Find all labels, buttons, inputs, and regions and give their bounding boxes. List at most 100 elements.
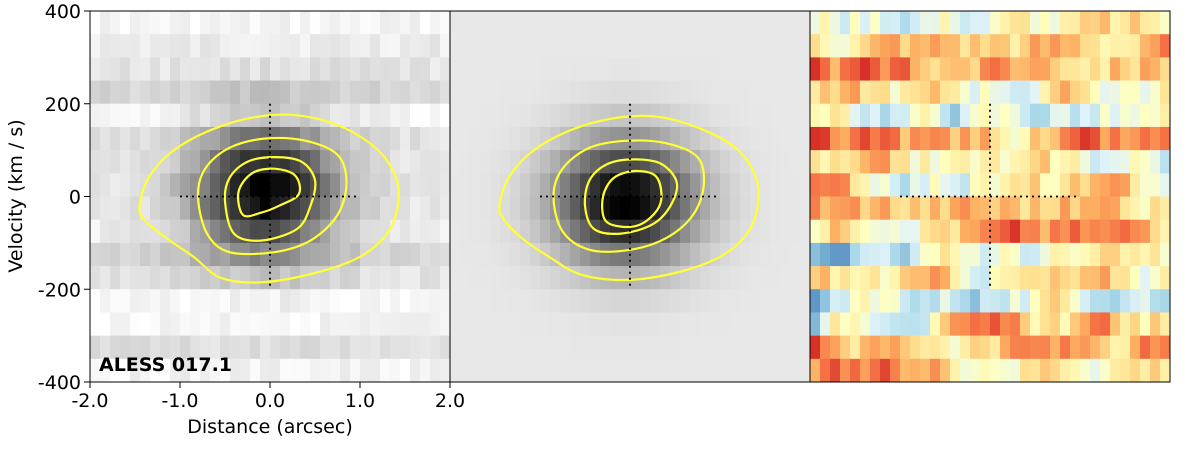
heatmap-cell bbox=[950, 57, 961, 82]
heatmap-cell bbox=[220, 34, 231, 58]
data-panel: ALESS 017.1 bbox=[90, 11, 450, 382]
heatmap-cell bbox=[1080, 80, 1091, 105]
heatmap-cell bbox=[410, 150, 421, 174]
heatmap-cell bbox=[980, 242, 991, 267]
heatmap-cell bbox=[200, 57, 211, 82]
heatmap-cell bbox=[1060, 242, 1071, 267]
heatmap-cell bbox=[190, 335, 201, 360]
heatmap-cell bbox=[430, 150, 441, 174]
heatmap-cell bbox=[360, 80, 371, 105]
heatmap-cell bbox=[750, 34, 761, 58]
heatmap-cell bbox=[420, 126, 431, 151]
heatmap-cell bbox=[140, 34, 151, 58]
heatmap-cell bbox=[210, 196, 221, 221]
heatmap-cell bbox=[680, 80, 691, 105]
heatmap-cell bbox=[910, 358, 921, 382]
heatmap-cell bbox=[570, 335, 581, 360]
heatmap-cell bbox=[570, 266, 581, 290]
heatmap-cell bbox=[640, 80, 651, 105]
heatmap-cell bbox=[190, 150, 201, 174]
heatmap-cell bbox=[1120, 335, 1131, 360]
heatmap-cell bbox=[110, 126, 121, 151]
heatmap-cell bbox=[790, 57, 801, 82]
heatmap-cell bbox=[230, 289, 241, 314]
heatmap-cell bbox=[890, 173, 901, 198]
heatmap-cell bbox=[500, 80, 511, 105]
heatmap-cell bbox=[650, 242, 661, 267]
heatmap-cell bbox=[280, 219, 291, 244]
heatmap-cell bbox=[960, 80, 971, 105]
heatmap-cell bbox=[530, 335, 541, 360]
heatmap-cell bbox=[330, 312, 341, 337]
heatmap-cell bbox=[130, 11, 141, 35]
heatmap-cell bbox=[300, 11, 311, 35]
heatmap-cell bbox=[160, 335, 171, 360]
heatmap-cell bbox=[800, 335, 810, 360]
heatmap-cell bbox=[950, 219, 961, 244]
heatmap-cell bbox=[650, 173, 661, 198]
heatmap-cell bbox=[1000, 335, 1011, 360]
heatmap-cell bbox=[1080, 219, 1091, 244]
heatmap-cell bbox=[410, 266, 421, 290]
heatmap-cell bbox=[940, 335, 951, 360]
heatmap-cell bbox=[830, 289, 841, 314]
heatmap-cell bbox=[820, 150, 831, 174]
heatmap-cell bbox=[400, 219, 411, 244]
heatmap-cell bbox=[880, 173, 891, 198]
heatmap-cell bbox=[440, 11, 450, 35]
heatmap-cell bbox=[640, 358, 651, 382]
heatmap-cell bbox=[640, 11, 651, 35]
contour-level-1 bbox=[498, 114, 760, 282]
heatmap-cell bbox=[350, 335, 361, 360]
heatmap-cell bbox=[1110, 173, 1121, 198]
heatmap-cell bbox=[1150, 335, 1161, 360]
heatmap-cell bbox=[830, 219, 841, 244]
heatmap-cell bbox=[330, 335, 341, 360]
heatmap-cell bbox=[1000, 150, 1011, 174]
heatmap-cell bbox=[880, 219, 891, 244]
heatmap-cell bbox=[710, 335, 721, 360]
heatmap-cell bbox=[450, 103, 461, 128]
heatmap-cell bbox=[280, 173, 291, 198]
heatmap-cell bbox=[140, 358, 151, 382]
heatmap-cell bbox=[490, 289, 501, 314]
heatmap-cell bbox=[360, 219, 371, 244]
heatmap-cell bbox=[560, 358, 571, 382]
heatmap-cell bbox=[390, 150, 401, 174]
heatmap-cell bbox=[1080, 11, 1091, 35]
heatmap-cell bbox=[1090, 335, 1101, 360]
heatmap-cell bbox=[700, 196, 711, 221]
heatmap-cell bbox=[460, 150, 471, 174]
model-crosshair bbox=[540, 103, 720, 290]
heatmap-cell bbox=[710, 57, 721, 82]
heatmap-cell bbox=[960, 266, 971, 290]
heatmap-cell bbox=[950, 34, 961, 58]
heatmap-cell bbox=[600, 126, 611, 151]
heatmap-cell bbox=[730, 11, 741, 35]
heatmap-cell bbox=[1000, 289, 1011, 314]
heatmap-cell bbox=[700, 312, 711, 337]
heatmap-cell bbox=[840, 173, 851, 198]
heatmap-cell bbox=[1120, 242, 1131, 267]
heatmap-cell bbox=[440, 358, 450, 382]
heatmap-cell bbox=[1080, 312, 1091, 337]
heatmap-cell bbox=[900, 358, 911, 382]
heatmap-cell bbox=[450, 312, 461, 337]
heatmap-cell bbox=[160, 150, 171, 174]
heatmap-cell bbox=[870, 126, 881, 151]
heatmap-cell bbox=[1050, 242, 1061, 267]
heatmap-cell bbox=[390, 196, 401, 221]
heatmap-cell bbox=[1160, 126, 1170, 151]
heatmap-cell bbox=[130, 150, 141, 174]
model-heatmap-cells bbox=[450, 11, 810, 382]
heatmap-cell bbox=[1090, 266, 1101, 290]
heatmap-cell bbox=[810, 173, 821, 198]
heatmap-cell bbox=[210, 80, 221, 105]
heatmap-cell bbox=[670, 34, 681, 58]
heatmap-cell bbox=[500, 57, 511, 82]
heatmap-cell bbox=[720, 196, 731, 221]
heatmap-cell bbox=[480, 266, 491, 290]
heatmap-cell bbox=[510, 173, 521, 198]
heatmap-cell bbox=[1030, 57, 1041, 82]
